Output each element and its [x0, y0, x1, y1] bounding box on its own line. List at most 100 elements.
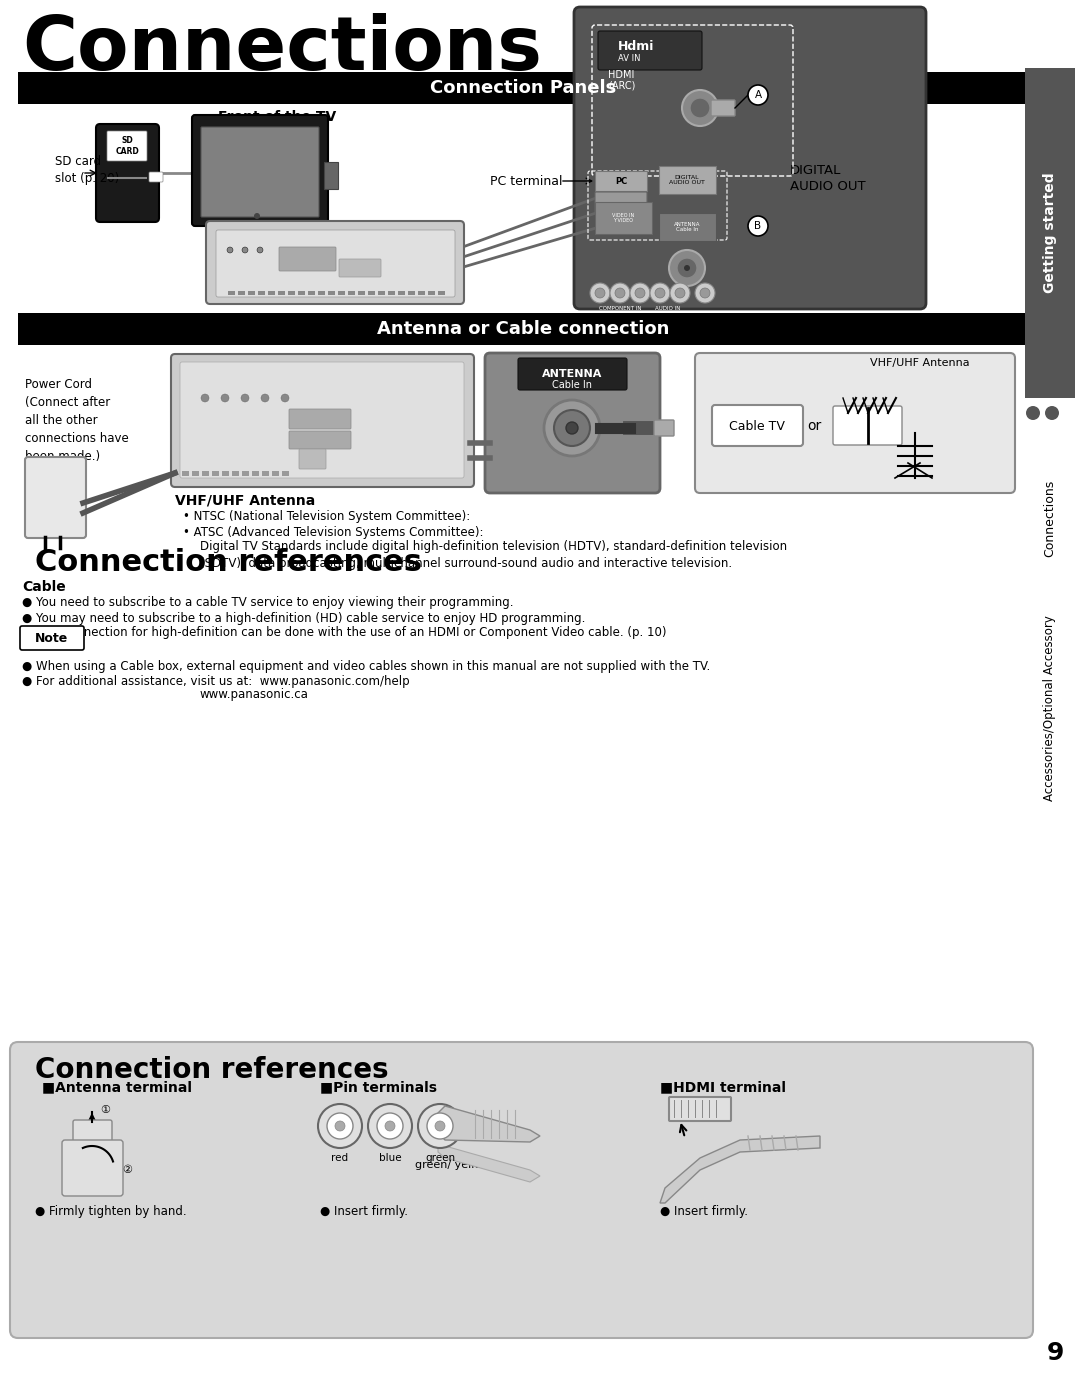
Circle shape [335, 1122, 345, 1131]
Text: Back of the TV: Back of the TV [270, 221, 384, 235]
Text: HDMI: HDMI [608, 69, 634, 81]
FancyBboxPatch shape [201, 126, 319, 217]
FancyBboxPatch shape [268, 291, 275, 296]
Circle shape [384, 1122, 395, 1131]
Text: Connection references: Connection references [35, 548, 422, 577]
Text: COMPONENT IN: COMPONENT IN [598, 305, 642, 311]
FancyBboxPatch shape [518, 358, 627, 390]
FancyBboxPatch shape [180, 362, 464, 477]
FancyBboxPatch shape [238, 291, 245, 296]
FancyBboxPatch shape [62, 1140, 123, 1196]
Text: ■Pin terminals: ■Pin terminals [320, 1080, 437, 1094]
Text: Getting started: Getting started [1043, 172, 1057, 293]
FancyBboxPatch shape [833, 407, 902, 446]
Circle shape [566, 422, 578, 434]
FancyBboxPatch shape [669, 1097, 731, 1122]
Text: DIGITAL
AUDIO OUT: DIGITAL AUDIO OUT [789, 164, 866, 193]
Text: Accessories/Optional Accessory: Accessories/Optional Accessory [1043, 615, 1056, 801]
FancyBboxPatch shape [206, 221, 464, 304]
FancyBboxPatch shape [216, 230, 455, 297]
FancyBboxPatch shape [272, 471, 279, 476]
FancyBboxPatch shape [338, 291, 345, 296]
FancyBboxPatch shape [282, 471, 289, 476]
Circle shape [748, 217, 768, 236]
FancyBboxPatch shape [368, 291, 375, 296]
Text: ■HDMI terminal: ■HDMI terminal [660, 1080, 786, 1094]
Text: Power Cord
(Connect after
all the other
connections have
been made.): Power Cord (Connect after all the other … [25, 378, 129, 464]
Text: VIDEO IN
Y VIDEO: VIDEO IN Y VIDEO [612, 212, 634, 223]
Text: Front of the TV: Front of the TV [218, 110, 336, 124]
Text: green: green [424, 1153, 455, 1163]
FancyBboxPatch shape [288, 291, 295, 296]
FancyBboxPatch shape [171, 354, 474, 487]
FancyBboxPatch shape [598, 31, 702, 69]
FancyBboxPatch shape [308, 291, 315, 296]
FancyBboxPatch shape [278, 291, 285, 296]
Text: ● Firmly tighten by hand.: ● Firmly tighten by hand. [35, 1205, 187, 1219]
Circle shape [242, 247, 248, 253]
Circle shape [630, 283, 650, 303]
Circle shape [227, 247, 233, 253]
FancyBboxPatch shape [289, 432, 351, 448]
FancyBboxPatch shape [573, 7, 926, 310]
Circle shape [748, 85, 768, 105]
Circle shape [684, 265, 690, 271]
FancyBboxPatch shape [328, 291, 335, 296]
Text: • NTSC (National Television System Committee):: • NTSC (National Television System Commi… [183, 509, 470, 523]
FancyBboxPatch shape [485, 353, 660, 493]
Text: green/ yellow: green/ yellow [415, 1160, 490, 1170]
Circle shape [615, 287, 625, 298]
Text: red: red [332, 1153, 349, 1163]
Text: • ATSC (Advanced Television Systems Committee):: • ATSC (Advanced Television Systems Comm… [183, 526, 484, 539]
FancyBboxPatch shape [418, 291, 426, 296]
FancyBboxPatch shape [232, 471, 239, 476]
Circle shape [1026, 407, 1040, 421]
Text: ● Insert firmly.: ● Insert firmly. [320, 1205, 408, 1219]
Text: Cable: Cable [22, 580, 66, 594]
Polygon shape [438, 1140, 540, 1183]
Circle shape [650, 283, 670, 303]
FancyBboxPatch shape [595, 192, 647, 214]
Circle shape [261, 394, 269, 403]
Text: A: A [755, 90, 761, 100]
FancyBboxPatch shape [279, 247, 336, 271]
Text: ANTENNA
Cable In: ANTENNA Cable In [674, 222, 700, 232]
Text: Connections: Connections [22, 12, 542, 86]
FancyBboxPatch shape [711, 100, 735, 117]
FancyBboxPatch shape [228, 291, 235, 296]
FancyBboxPatch shape [183, 471, 189, 476]
Circle shape [368, 1103, 411, 1148]
FancyBboxPatch shape [299, 448, 326, 469]
FancyBboxPatch shape [399, 291, 405, 296]
FancyBboxPatch shape [252, 471, 259, 476]
FancyBboxPatch shape [212, 471, 219, 476]
Circle shape [241, 394, 249, 403]
Text: 9: 9 [1047, 1341, 1064, 1364]
Text: PC terminal: PC terminal [490, 175, 563, 187]
Circle shape [257, 247, 264, 253]
FancyBboxPatch shape [324, 162, 338, 189]
Text: ②: ② [122, 1165, 132, 1176]
FancyBboxPatch shape [712, 405, 804, 446]
Text: SD
CARD: SD CARD [116, 136, 139, 155]
Circle shape [281, 394, 289, 403]
Polygon shape [660, 1135, 820, 1203]
Text: AV IN: AV IN [618, 54, 640, 62]
FancyBboxPatch shape [21, 626, 84, 650]
Circle shape [418, 1103, 462, 1148]
Text: Antenna or Cable connection: Antenna or Cable connection [377, 321, 670, 339]
Text: Digital TV Standards include digital high-definition television (HDTV), standard: Digital TV Standards include digital hig… [200, 540, 787, 570]
Circle shape [201, 394, 210, 403]
FancyBboxPatch shape [192, 115, 328, 226]
Text: PC: PC [615, 176, 627, 186]
FancyBboxPatch shape [348, 291, 355, 296]
Circle shape [675, 287, 685, 298]
FancyBboxPatch shape [595, 171, 647, 192]
Text: Cable In: Cable In [552, 380, 592, 390]
FancyBboxPatch shape [96, 124, 159, 222]
Circle shape [670, 283, 690, 303]
FancyBboxPatch shape [408, 291, 415, 296]
Circle shape [654, 287, 665, 298]
FancyBboxPatch shape [696, 353, 1015, 493]
Circle shape [690, 99, 710, 118]
